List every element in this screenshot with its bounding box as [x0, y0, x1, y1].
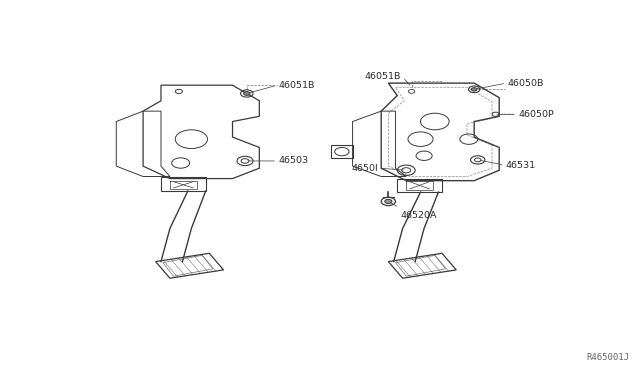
Text: 46531: 46531 [506, 161, 536, 170]
Text: 46050P: 46050P [518, 110, 554, 119]
Text: 46520A: 46520A [401, 211, 437, 219]
Text: R465001J: R465001J [587, 353, 630, 362]
Text: 46050B: 46050B [508, 78, 544, 88]
Circle shape [471, 88, 477, 91]
Circle shape [244, 92, 250, 95]
Text: 4650I: 4650I [351, 164, 378, 173]
Text: 46051B: 46051B [365, 73, 401, 81]
Text: 46051B: 46051B [278, 81, 315, 90]
Circle shape [385, 199, 392, 203]
Text: 46503: 46503 [278, 157, 308, 166]
